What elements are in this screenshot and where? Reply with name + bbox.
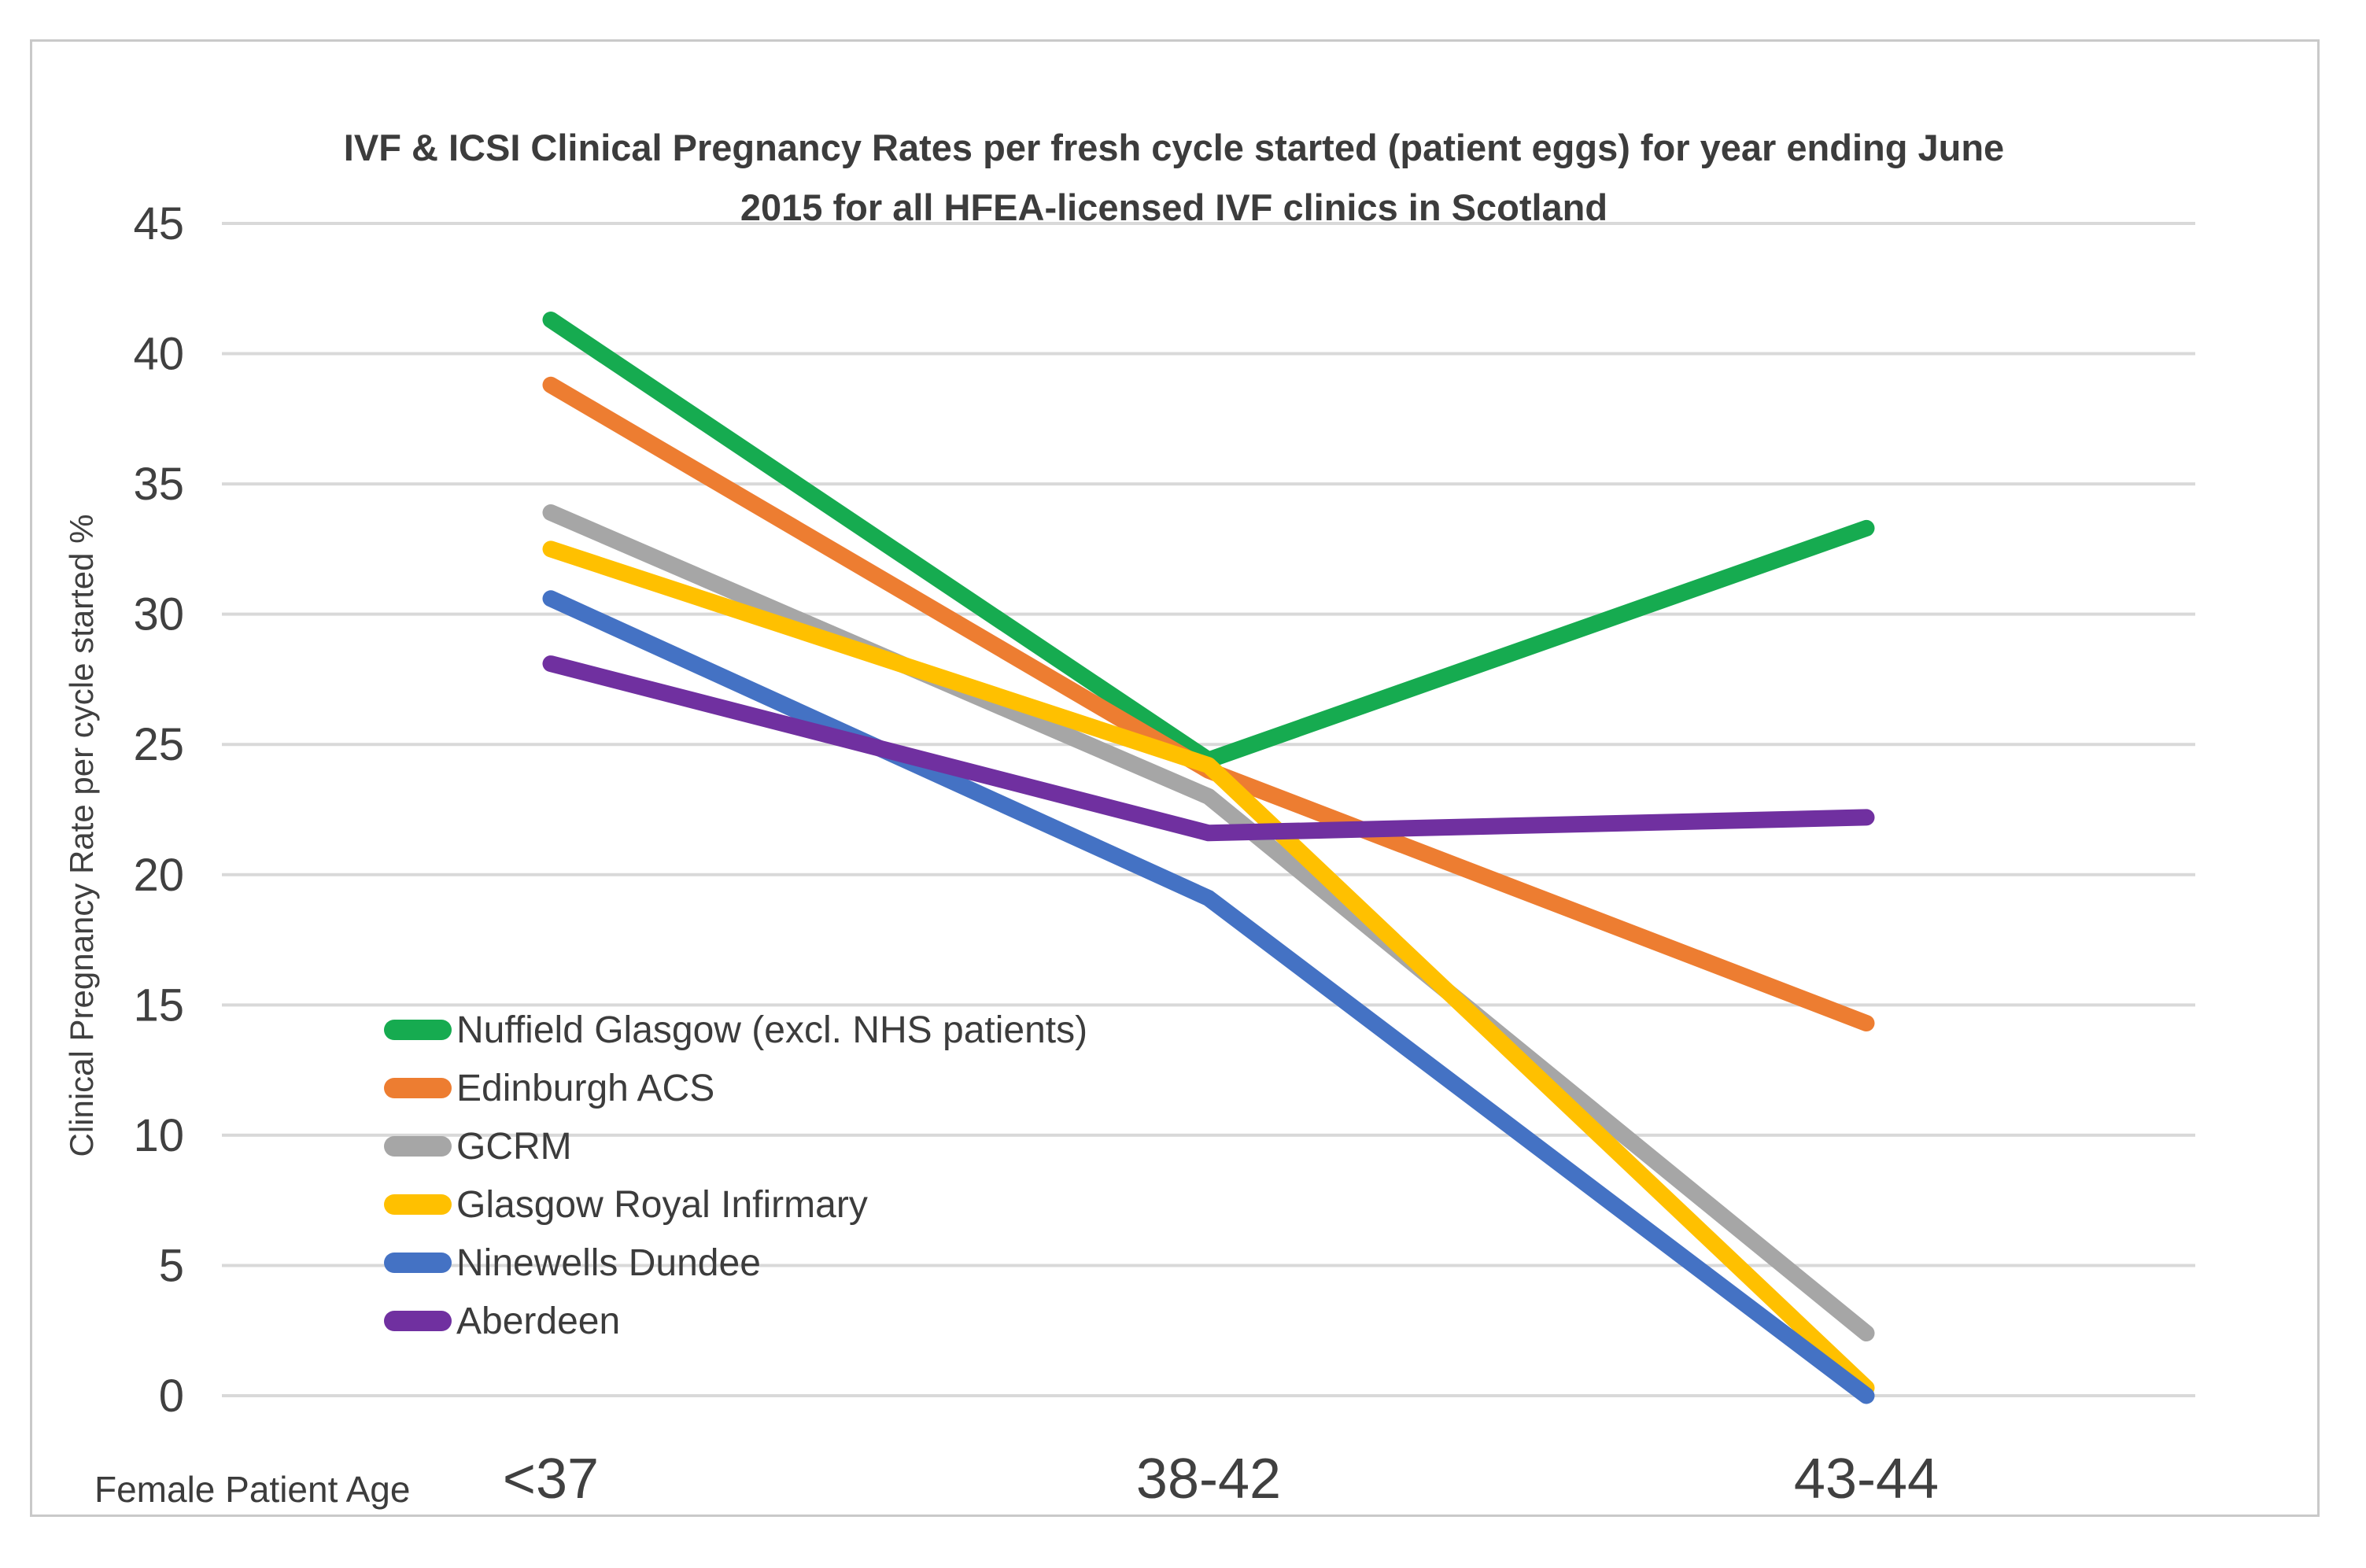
legend-label: Nuffield Glasgow (excl. NHS patients) (456, 1009, 1088, 1051)
x-tick-label: 38-42 (1136, 1448, 1281, 1511)
legend-item: Ninewells Dundee (384, 1234, 1087, 1292)
legend-swatch-blue (384, 1253, 452, 1273)
series-line-2 (542, 504, 1875, 1342)
legend-label: Ninewells Dundee (456, 1241, 761, 1284)
legend-label: Edinburgh ACS (456, 1067, 715, 1109)
legend: Nuffield Glasgow (excl. NHS patients) Ed… (384, 1001, 1087, 1350)
legend-swatch-green (384, 1020, 452, 1040)
series-line-1 (542, 376, 1875, 1032)
y-tick-label: 25 (133, 719, 184, 770)
y-tick-label: 45 (133, 198, 184, 249)
x-tick-label: 43-44 (1794, 1448, 1939, 1511)
legend-item: Edinburgh ACS (384, 1059, 1087, 1117)
series-line-3 (542, 540, 1875, 1396)
legend-swatch-orange (384, 1078, 452, 1098)
legend-item: Aberdeen (384, 1292, 1087, 1350)
y-tick-label: 5 (159, 1240, 184, 1291)
y-tick-label: 0 (159, 1371, 184, 1422)
x-axis-title: Female Patient Age (94, 1469, 411, 1510)
y-tick-label: 10 (133, 1110, 184, 1161)
legend-item: Nuffield Glasgow (excl. NHS patients) (384, 1001, 1087, 1059)
legend-swatch-purple (384, 1311, 452, 1331)
chart-title: IVF & ICSI Clinical Pregnancy Rates per … (31, 118, 2316, 238)
x-tick-label: <37 (503, 1448, 599, 1511)
y-tick-label: 40 (133, 329, 184, 380)
y-tick-label: 30 (133, 589, 184, 640)
y-tick-label: 20 (133, 850, 184, 901)
legend-item: Glasgow Royal Infirmary (384, 1175, 1087, 1234)
legend-item: GCRM (384, 1117, 1087, 1175)
y-axis-title: Clinical Pregnancy Rate per cycle starte… (63, 514, 100, 1157)
legend-label: Aberdeen (456, 1300, 621, 1342)
legend-swatch-yellow (384, 1194, 452, 1215)
y-tick-label: 15 (133, 980, 184, 1031)
chart-title-line2: 2015 for all HFEA-licensed IVF clinics i… (740, 186, 1608, 228)
legend-label: Glasgow Royal Infirmary (456, 1183, 868, 1226)
series-line-5 (542, 655, 1875, 842)
legend-swatch-gray (384, 1136, 452, 1157)
chart-title-line1: IVF & ICSI Clinical Pregnancy Rates per … (343, 127, 2005, 168)
legend-label: GCRM (456, 1125, 572, 1168)
series-line-4 (542, 590, 1875, 1404)
y-tick-label: 35 (133, 459, 184, 510)
